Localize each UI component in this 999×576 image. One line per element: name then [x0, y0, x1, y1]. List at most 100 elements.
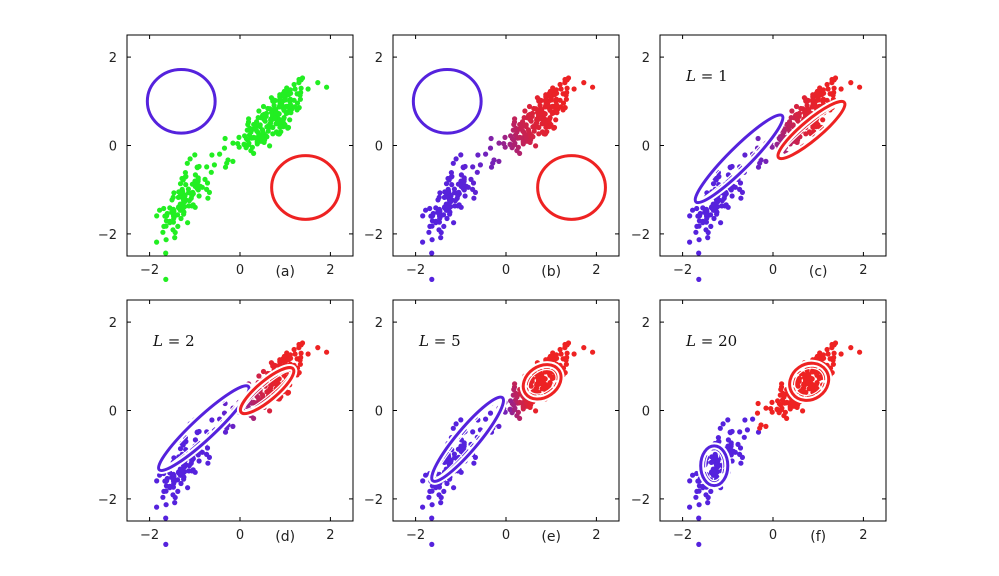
data-point: [183, 182, 189, 188]
data-point: [160, 229, 166, 235]
x-tick-label: 0: [502, 263, 510, 278]
data-point: [803, 96, 809, 102]
data-point: [251, 150, 257, 156]
panel-a: −2 0 2 −2 0 2 (a): [98, 34, 354, 282]
data-point: [221, 145, 228, 151]
data-point: [281, 353, 287, 359]
data-point: [451, 451, 457, 457]
data-point: [179, 186, 185, 192]
data-point: [429, 250, 435, 256]
data-point: [204, 451, 210, 457]
data-point: [298, 77, 304, 83]
data-point: [518, 135, 525, 141]
data-point: [687, 213, 693, 219]
data-point: [487, 145, 494, 151]
data-point: [154, 504, 160, 510]
data-point: [511, 141, 517, 147]
data-point: [260, 129, 266, 135]
data-point: [254, 123, 260, 129]
data-point: [429, 541, 435, 548]
data-point: [277, 92, 283, 98]
data-point: [160, 494, 166, 500]
data-point: [810, 96, 816, 102]
data-point: [420, 239, 426, 245]
data-point: [185, 485, 191, 491]
data-point: [170, 206, 176, 212]
data-point: [557, 81, 563, 88]
data-point: [769, 399, 775, 405]
data-point: [705, 500, 711, 506]
annotation-prefix: L =: [152, 332, 185, 350]
data-point: [179, 175, 185, 182]
data-point: [254, 139, 260, 145]
data-point: [820, 117, 826, 123]
y-tick-label: 2: [642, 51, 650, 66]
data-point: [778, 386, 784, 393]
data-point: [297, 96, 303, 102]
data-point: [177, 446, 184, 452]
data-point: [426, 494, 432, 500]
data-point: [730, 448, 736, 454]
x-tick-label: −2: [673, 528, 692, 543]
ellipse-inner-line: [527, 368, 557, 395]
x-tick-label: −2: [673, 263, 692, 278]
data-point: [810, 92, 816, 98]
panel-tag: (d): [275, 529, 295, 545]
data-point: [305, 86, 311, 92]
data-point: [287, 87, 293, 93]
data-point: [508, 398, 514, 404]
y-tick-label: 0: [109, 140, 117, 155]
data-point: [511, 386, 517, 393]
data-point: [463, 183, 469, 189]
data-point: [515, 144, 522, 150]
data-point: [769, 144, 775, 150]
data-point: [529, 133, 535, 139]
data-point: [429, 237, 435, 243]
y-tick-label: 0: [375, 405, 383, 420]
data-point: [520, 139, 526, 145]
panel-tag: (a): [275, 264, 295, 280]
data-point: [281, 88, 287, 94]
data-point: [831, 350, 837, 356]
ellipse-inner-line: [781, 104, 842, 156]
data-point: [175, 223, 181, 229]
data-point: [782, 409, 789, 415]
data-point: [291, 346, 297, 353]
data-point: [488, 164, 495, 170]
data-point: [538, 116, 544, 122]
data-point: [696, 237, 702, 243]
data-point: [444, 215, 450, 222]
data-point: [511, 116, 518, 122]
data-point: [163, 502, 169, 508]
data-point: [820, 87, 826, 93]
data-point: [170, 471, 176, 477]
data-point: [171, 190, 177, 196]
data-point: [694, 488, 700, 494]
data-point: [161, 223, 167, 229]
data-point: [445, 175, 451, 182]
data-point: [777, 402, 784, 408]
data-point: [315, 80, 321, 86]
data-point: [750, 416, 756, 422]
data-point: [780, 392, 786, 398]
data-point: [563, 361, 570, 367]
data-point: [537, 102, 543, 108]
data-point: [549, 103, 556, 109]
data-point: [490, 160, 496, 166]
data-point: [729, 428, 735, 435]
data-point: [788, 115, 794, 121]
data-point: [277, 96, 283, 102]
data-point: [230, 423, 236, 429]
data-point: [553, 352, 559, 358]
panel-tag: (f): [810, 529, 826, 545]
data-point: [252, 135, 259, 141]
data-point: [694, 205, 700, 212]
data-point: [742, 152, 748, 158]
data-point: [163, 237, 169, 243]
data-point: [787, 123, 793, 129]
panel-f: −2 0 2 −2 0 2 (f) L = 20: [631, 299, 887, 548]
x-tick-label: 2: [326, 528, 334, 543]
data-point: [171, 455, 177, 461]
data-point: [738, 460, 744, 466]
data-point: [292, 104, 298, 110]
